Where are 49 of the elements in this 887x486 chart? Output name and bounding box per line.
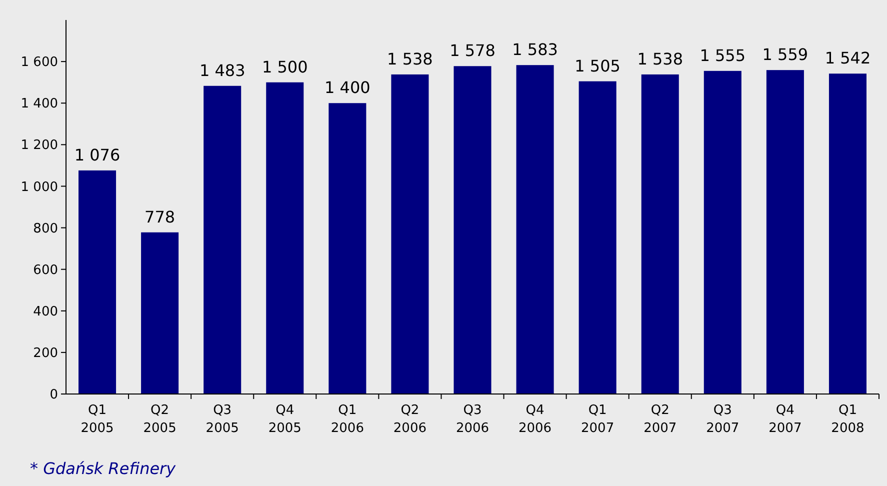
data-label: 1 483 — [199, 60, 246, 80]
bar — [141, 232, 179, 394]
bar — [766, 70, 804, 394]
data-label: 778 — [144, 207, 176, 226]
data-label: 1 578 — [450, 41, 496, 60]
bar — [704, 70, 742, 394]
bar — [204, 86, 242, 394]
text: * Gdańsk Refinery — [30, 459, 176, 478]
bar — [578, 81, 616, 394]
bar — [454, 66, 492, 394]
data-label: 1 076 — [74, 145, 120, 164]
x-tick-label: Q3 2006 — [456, 403, 490, 436]
x-tick-label: Q4 2005 — [268, 403, 302, 436]
data-label: 1 538 — [637, 49, 684, 68]
x-tick-label: Q2 2006 — [393, 403, 427, 436]
y-tick-label: 0 — [50, 388, 58, 403]
data-label: 1 559 — [762, 45, 808, 64]
x-tick-label: Q1 2008 — [831, 403, 864, 436]
bar — [516, 65, 554, 394]
data-label: 1 505 — [574, 56, 620, 76]
y-tick-label: 1 200 — [20, 138, 58, 154]
x-tick-label: Q4 2006 — [518, 403, 552, 436]
data-label: 1 500 — [262, 57, 308, 76]
data-label: 1 542 — [824, 48, 871, 68]
x-tick-label: Q4 2007 — [768, 403, 802, 436]
x-tick-label: Q1 2006 — [330, 403, 364, 436]
x-tick-label: Q1 2007 — [581, 403, 614, 436]
data-label: 1 583 — [512, 40, 558, 60]
bar — [328, 103, 366, 394]
bar — [641, 74, 679, 394]
data-label: 1 400 — [324, 78, 370, 98]
y-tick-label: 200 — [33, 346, 58, 361]
y-tick-label: 1 600 — [20, 55, 58, 70]
x-tick-label: Q2 2007 — [644, 403, 677, 436]
data-label: 1 555 — [700, 46, 746, 65]
y-tick-label: 1 000 — [20, 180, 58, 195]
bar — [78, 170, 116, 394]
x-tick-label: Q3 2007 — [706, 403, 740, 436]
y-tick-label: 400 — [33, 304, 58, 320]
y-tick-label: 1 400 — [20, 96, 58, 112]
data-label: 1 538 — [387, 49, 433, 68]
x-tick-label: Q2 2005 — [143, 403, 176, 436]
x-tick-label: Q1 2005 — [80, 403, 114, 436]
bar — [828, 74, 866, 394]
y-tick-label: 800 — [33, 221, 58, 236]
x-tick-label: Q3 2005 — [206, 403, 239, 436]
bar — [391, 74, 429, 394]
y-tick-label: 600 — [33, 262, 58, 278]
bar — [266, 82, 304, 394]
